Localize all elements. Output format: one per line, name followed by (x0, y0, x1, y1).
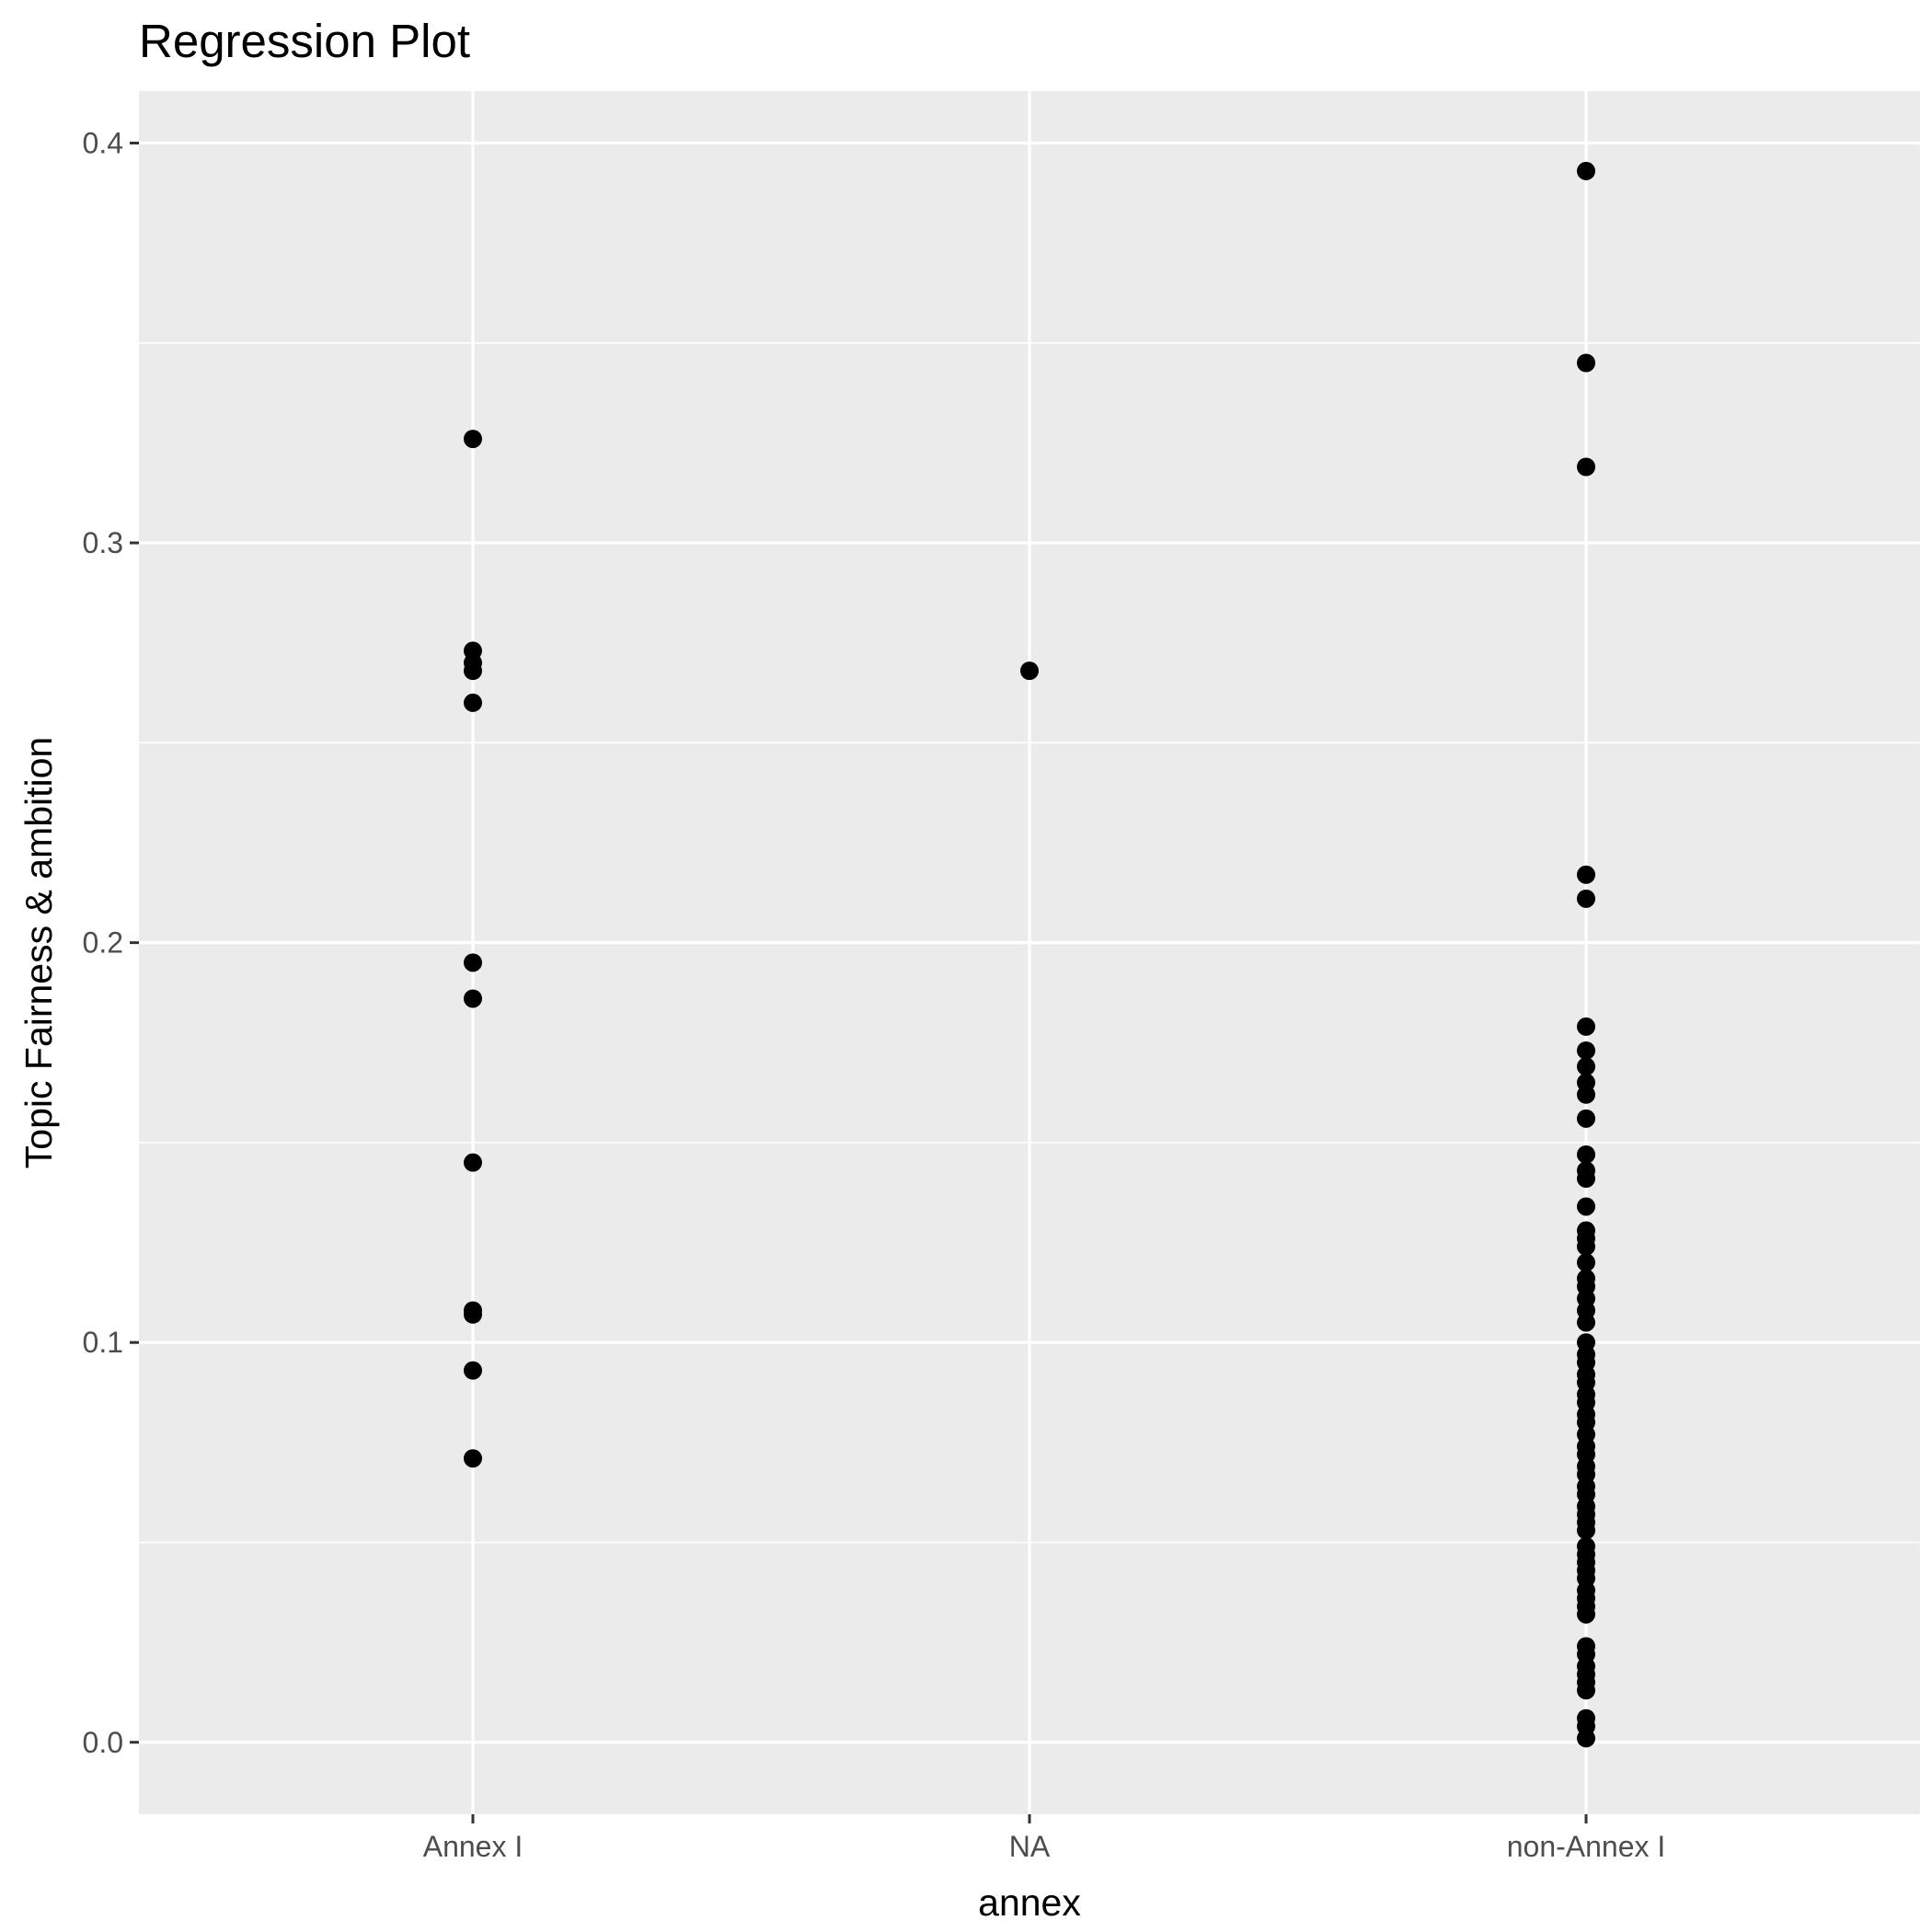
x-tick-label: NA (1009, 1830, 1051, 1863)
data-point (464, 953, 482, 972)
data-point (1577, 353, 1595, 373)
data-point (1577, 1197, 1595, 1216)
data-point (1577, 1681, 1595, 1700)
data-point (1577, 889, 1595, 908)
x-axis: Annex I NA non-Annex I (423, 1814, 1666, 1863)
data-point (464, 693, 482, 712)
y-tick-label: 0.1 (83, 1326, 123, 1359)
data-point (464, 430, 482, 449)
data-point (1577, 1085, 1595, 1104)
x-tick-label: Annex I (423, 1830, 523, 1863)
y-tick-label: 0.0 (83, 1726, 123, 1759)
y-tick-label: 0.2 (83, 926, 123, 960)
data-point (1577, 865, 1595, 884)
data-point (464, 1305, 482, 1324)
data-point (1577, 1144, 1595, 1164)
grid-lines (139, 91, 1920, 1814)
data-point (1577, 1236, 1595, 1256)
y-axis: 0.0 0.1 0.2 0.3 0.4 (83, 126, 139, 1759)
data-point (464, 1361, 482, 1380)
data-point (464, 989, 482, 1008)
data-point (1577, 1017, 1595, 1036)
data-point (1577, 1313, 1595, 1332)
y-tick-label: 0.3 (83, 526, 123, 559)
data-point (1577, 1057, 1595, 1076)
y-tick-label: 0.4 (83, 126, 123, 159)
data-point (1577, 1253, 1595, 1272)
data-points (464, 161, 1595, 1748)
x-axis-title: annex (978, 1881, 1081, 1924)
x-tick-label: non-Annex I (1507, 1830, 1666, 1863)
data-point (1577, 1041, 1595, 1060)
data-point (464, 1153, 482, 1172)
data-point (1577, 1729, 1595, 1748)
data-point (1577, 1604, 1595, 1624)
chart-title: Regression Plot (139, 15, 470, 67)
y-axis-title: Topic Fairness & ambition (17, 737, 60, 1168)
data-point (1577, 1109, 1595, 1128)
data-point (1020, 661, 1039, 681)
data-point (1577, 1521, 1595, 1540)
data-point (1577, 161, 1595, 180)
data-point (464, 1449, 482, 1468)
data-point (1577, 457, 1595, 477)
data-point (1577, 1169, 1595, 1189)
data-point (464, 661, 482, 681)
